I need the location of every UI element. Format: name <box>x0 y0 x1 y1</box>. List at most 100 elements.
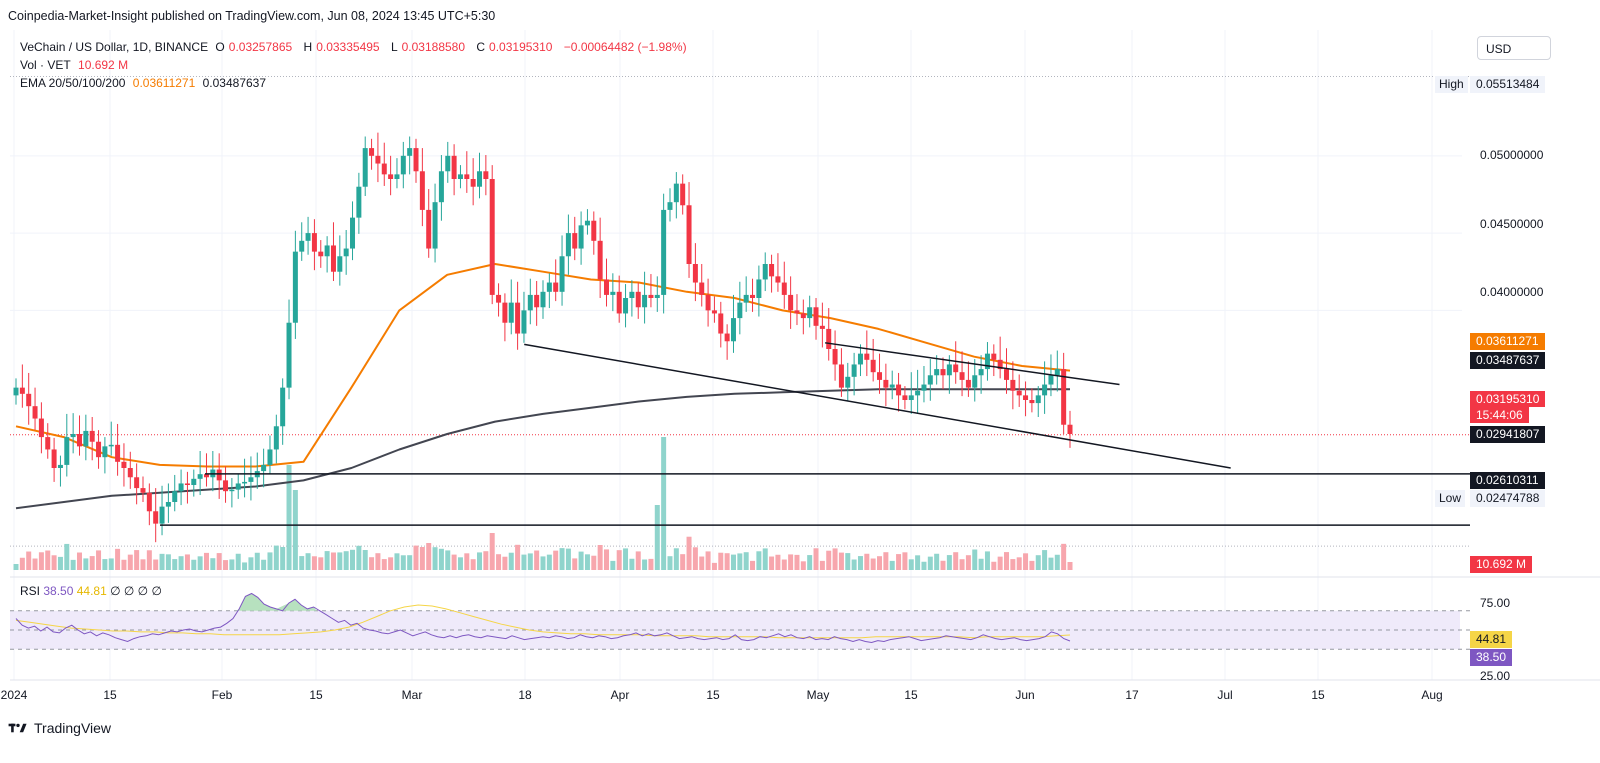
candle <box>407 136 413 175</box>
candle <box>730 294 736 353</box>
candle-body <box>1023 395 1029 400</box>
candle-body <box>229 489 235 492</box>
candle-body <box>184 483 190 485</box>
volume-legend[interactable]: Vol · VET 10.692 M <box>20 58 132 72</box>
candle-body <box>280 387 286 427</box>
volume-bar <box>1023 553 1029 570</box>
symbol-name[interactable]: VeChain / US Dollar, 1D, BINANCE <box>20 40 209 54</box>
candle-body <box>318 251 324 257</box>
candle <box>1067 410 1073 448</box>
volume-bar <box>623 548 629 570</box>
candle-body <box>191 478 197 485</box>
candle <box>140 476 146 502</box>
candle-body <box>616 291 622 314</box>
candle <box>997 336 1003 379</box>
candle-body <box>953 364 959 373</box>
candle-body <box>1029 400 1035 404</box>
candle <box>419 148 425 227</box>
volume-bar <box>635 551 641 570</box>
volume-bar <box>153 559 159 570</box>
candle <box>921 366 927 403</box>
candle-body <box>965 379 971 388</box>
rsi-legend[interactable]: RSI 38.50 44.81 ∅ ∅ ∅ ∅ <box>20 584 162 598</box>
candle <box>534 281 540 326</box>
candle-body <box>515 302 521 334</box>
candle <box>324 236 330 273</box>
candle-body <box>1010 379 1016 391</box>
candle <box>273 414 279 464</box>
candle-body <box>89 430 95 442</box>
candle <box>400 141 406 189</box>
candle-body <box>299 240 305 252</box>
volume-bar <box>553 550 559 570</box>
volume-bar <box>127 554 133 570</box>
volume-bar <box>800 561 806 570</box>
candle-body <box>57 464 63 468</box>
candle-body <box>375 155 381 164</box>
candle <box>1004 348 1010 394</box>
candle <box>394 158 400 189</box>
volume-bar <box>108 558 114 570</box>
volume-bar <box>584 554 590 570</box>
candle <box>642 271 648 324</box>
ema-200-line <box>15 388 1070 510</box>
candle-body <box>699 282 705 295</box>
candle-body <box>489 179 495 295</box>
volume-bar <box>1067 562 1073 570</box>
volume-bar <box>96 550 102 570</box>
candle-body <box>235 483 241 490</box>
candle <box>267 435 273 475</box>
tradingview-logo[interactable]: TradingView <box>8 720 111 736</box>
candle <box>292 230 298 339</box>
rsi-label: RSI <box>20 584 41 598</box>
candle <box>572 216 578 261</box>
candle-body <box>76 434 82 447</box>
ema-slow-line <box>15 388 1070 510</box>
volume-bar <box>496 554 502 570</box>
candle-body <box>1054 369 1060 376</box>
candle-body <box>178 483 184 492</box>
volume-bar <box>1029 560 1035 570</box>
volume-bar <box>934 553 940 570</box>
candle <box>83 414 89 461</box>
currency-button[interactable]: USD <box>1477 36 1551 60</box>
volume-bar <box>813 548 819 570</box>
volume-bar <box>13 564 19 570</box>
volume-bar <box>546 554 552 570</box>
candle-body <box>851 364 857 377</box>
candle-body <box>324 245 330 257</box>
candle <box>959 351 965 397</box>
ema-legend[interactable]: EMA 20/50/100/200 0.03611271 0.03487637 <box>20 76 270 90</box>
candle <box>546 273 552 309</box>
volume-bar <box>375 553 381 570</box>
candle <box>705 278 711 327</box>
volume-bar <box>972 549 978 570</box>
volume-bar <box>750 560 756 570</box>
volume-bar <box>235 553 241 570</box>
candle <box>508 279 514 335</box>
candle <box>337 235 343 286</box>
candle <box>883 363 889 407</box>
volume-bar <box>1061 543 1067 570</box>
candle-body <box>565 233 571 257</box>
candle <box>311 219 317 271</box>
volume-bar <box>324 551 330 570</box>
volume-bar <box>667 556 673 570</box>
volume-bar <box>838 552 844 570</box>
candle <box>286 299 292 400</box>
x-tick: Jun <box>1015 688 1035 702</box>
candle-body <box>413 148 419 172</box>
volume-bar <box>870 558 876 570</box>
rsi-value: 38.50 <box>43 584 74 598</box>
candle <box>184 471 190 504</box>
candle <box>826 308 832 361</box>
candle <box>635 282 641 319</box>
candle <box>362 136 368 196</box>
candle-body <box>13 387 19 396</box>
candle <box>781 261 787 309</box>
candle <box>445 141 451 183</box>
candle-body <box>889 384 895 388</box>
rsi-value-tag: 38.50 <box>1470 649 1513 666</box>
volume-bar <box>292 490 298 570</box>
